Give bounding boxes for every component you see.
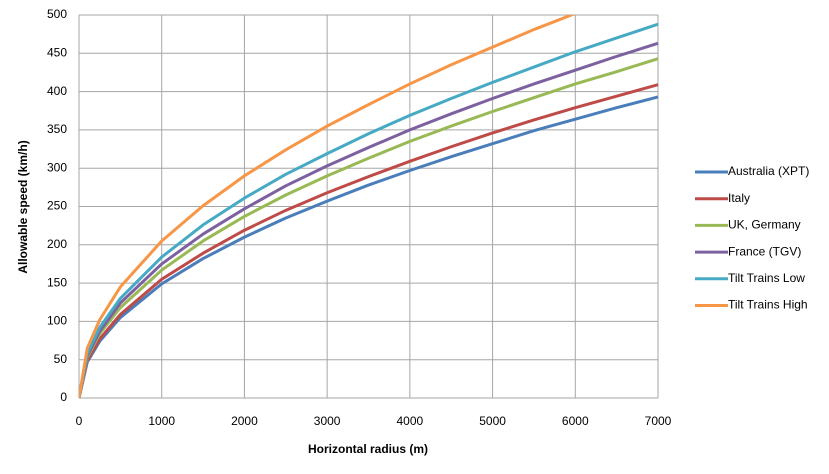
series-line <box>79 41 659 399</box>
legend-label: UK, Germany <box>728 218 801 232</box>
y-axis-label: Allowable speed (km/h) <box>16 140 30 273</box>
y-tick-label: 50 <box>54 352 68 366</box>
y-tick-label: 0 <box>60 390 67 404</box>
x-tick-label: 4000 <box>397 414 424 428</box>
x-tick-label: 1000 <box>148 414 175 428</box>
legend-label: Tilt Trains High <box>728 298 808 312</box>
x-tick-label: 0 <box>76 414 83 428</box>
legend-label: Australia (XPT) <box>728 164 809 178</box>
legend-label: Tilt Trains Low <box>728 271 805 285</box>
series-line <box>79 95 659 399</box>
series-line <box>79 57 659 399</box>
x-axis-label: Horizontal radius (m) <box>308 442 428 456</box>
series-line <box>79 15 576 399</box>
x-tick-label: 7000 <box>645 414 672 428</box>
x-tick-label: 6000 <box>562 414 589 428</box>
y-tick-label: 450 <box>47 45 67 59</box>
series-line <box>79 22 659 399</box>
series-line <box>79 83 659 399</box>
legend-label: France (TGV) <box>728 244 801 258</box>
plot-lines <box>79 15 659 399</box>
x-tick-label: 3000 <box>314 414 341 428</box>
y-tick-label: 300 <box>47 160 67 174</box>
y-tick-label: 150 <box>47 275 67 289</box>
y-tick-label: 400 <box>47 84 67 98</box>
y-tick-label: 350 <box>47 122 67 136</box>
y-tick-label: 500 <box>47 7 67 21</box>
y-tick-label: 100 <box>47 314 67 328</box>
legend-label: Italy <box>728 191 750 205</box>
y-tick-label: 250 <box>47 199 67 213</box>
y-tick-label: 200 <box>47 237 67 251</box>
x-tick-label: 2000 <box>231 414 258 428</box>
x-tick-label: 5000 <box>479 414 506 428</box>
